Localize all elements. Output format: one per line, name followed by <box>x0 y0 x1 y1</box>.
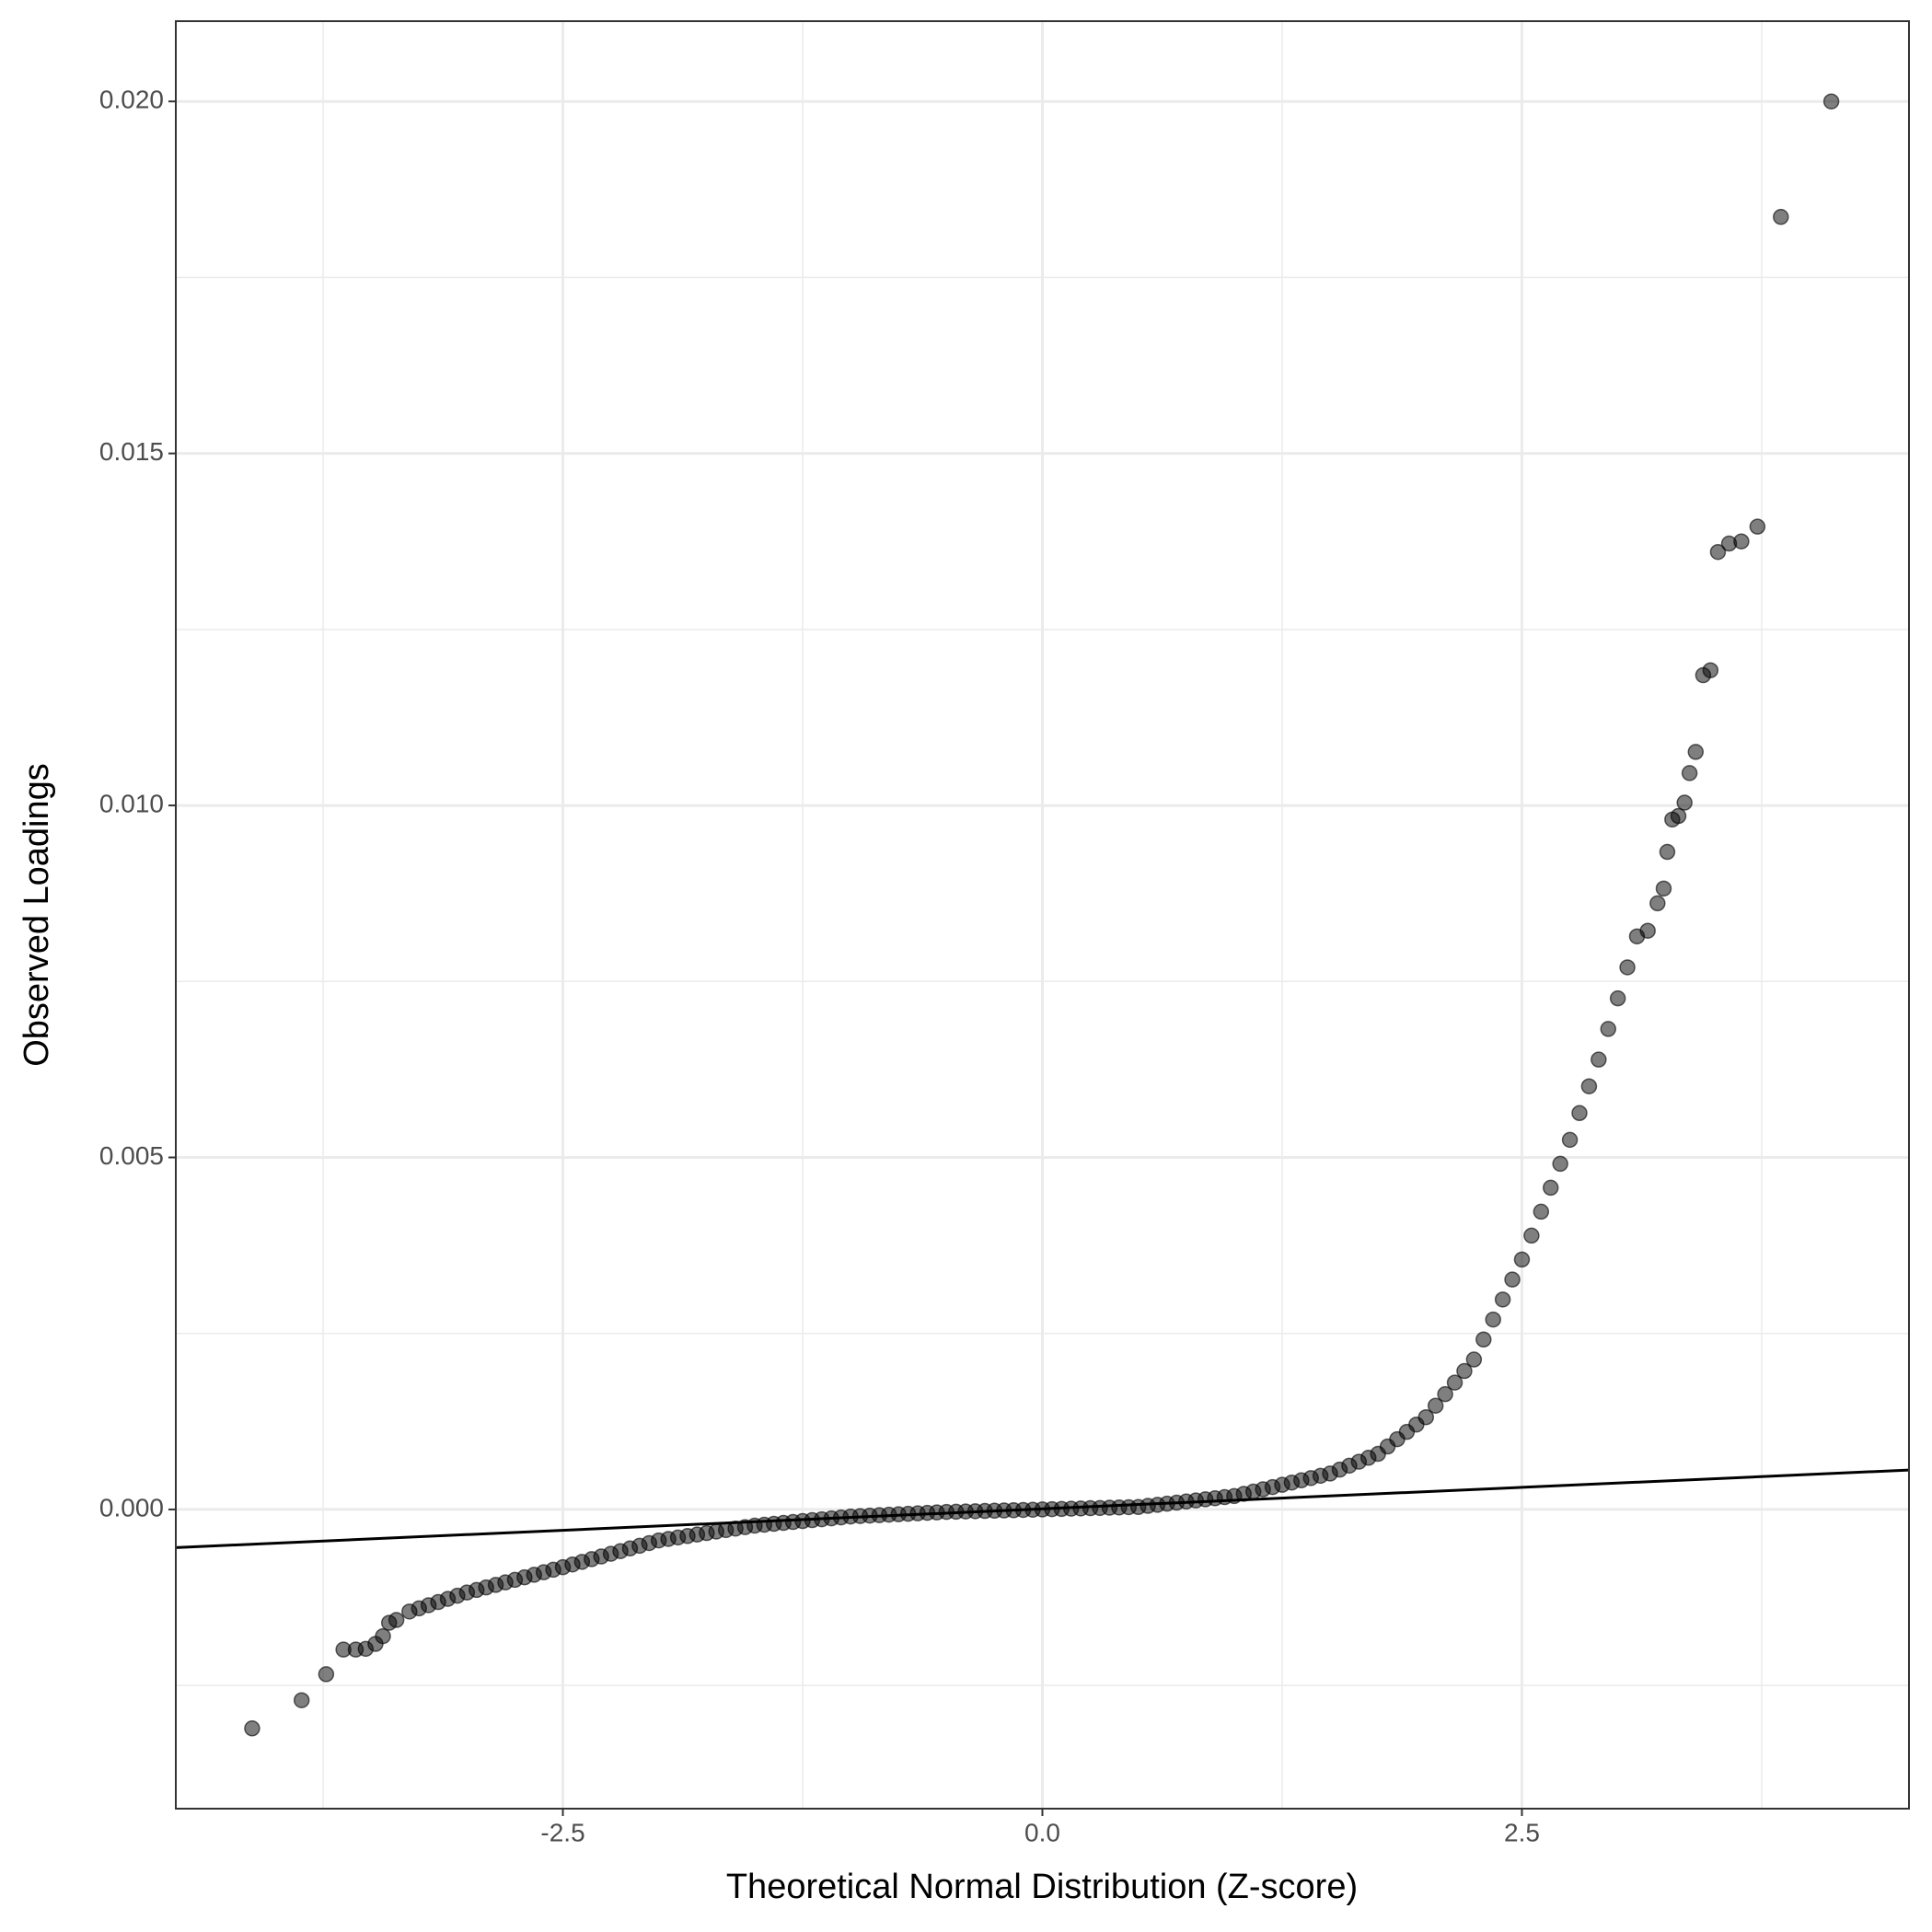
y-tick-label: 0.015 <box>99 437 164 466</box>
data-point <box>388 1612 405 1628</box>
y-axis-title: Observed Loadings <box>17 763 56 1067</box>
data-point <box>1465 1351 1483 1368</box>
data-point <box>1561 1131 1579 1149</box>
data-point <box>1542 1179 1559 1197</box>
data-point <box>1591 1051 1607 1068</box>
data-point <box>1609 989 1626 1007</box>
data-point <box>1709 543 1727 561</box>
data-point <box>1659 843 1676 861</box>
data-point <box>1681 765 1698 781</box>
data-point <box>1513 1251 1531 1268</box>
x-tick-label: -2.5 <box>540 1818 584 1846</box>
data-point <box>1552 1155 1568 1173</box>
data-point <box>1533 1203 1550 1221</box>
data-point <box>1822 93 1840 110</box>
data-point <box>1475 1331 1492 1348</box>
data-point <box>1494 1291 1511 1308</box>
data-point <box>375 1627 391 1645</box>
data-point <box>1676 794 1693 811</box>
data-point <box>1687 744 1705 760</box>
data-point <box>318 1666 335 1683</box>
data-point <box>1733 533 1750 550</box>
data-point <box>1417 1408 1435 1426</box>
data-point <box>244 1720 260 1737</box>
y-tick-label: 0.000 <box>99 1493 164 1521</box>
data-point <box>1749 518 1766 535</box>
data-point <box>1504 1271 1521 1288</box>
data-point <box>1437 1385 1453 1403</box>
data-point <box>1702 662 1719 678</box>
x-tick-label: 2.5 <box>1504 1818 1540 1846</box>
data-point <box>1655 880 1672 897</box>
data-point <box>1670 807 1687 825</box>
data-point <box>1649 895 1666 912</box>
data-point <box>1619 959 1636 976</box>
reference-line <box>176 1468 1909 1549</box>
plot-area <box>176 93 1909 1737</box>
data-point <box>1523 1227 1540 1244</box>
x-tick-label: 0.0 <box>1024 1818 1060 1846</box>
data-point <box>1600 1021 1616 1037</box>
data-point <box>1456 1362 1473 1380</box>
axes: -2.5 0.0 2.5 0.000 0.005 0.010 0.015 0.020 <box>99 86 1540 1847</box>
data-point <box>1773 208 1789 226</box>
data-point <box>1427 1397 1444 1414</box>
data-point <box>1639 922 1656 939</box>
y-tick-label: 0.020 <box>99 86 164 114</box>
data-point <box>1485 1311 1501 1328</box>
x-axis-title: Theoretical Normal Distribution (Z-score… <box>726 1868 1358 1906</box>
data-point <box>1571 1105 1588 1122</box>
y-tick-label: 0.005 <box>99 1141 164 1170</box>
y-tick-label: 0.010 <box>99 789 164 817</box>
data-point <box>1580 1078 1598 1094</box>
data-point <box>1446 1374 1463 1391</box>
data-point <box>293 1692 310 1708</box>
